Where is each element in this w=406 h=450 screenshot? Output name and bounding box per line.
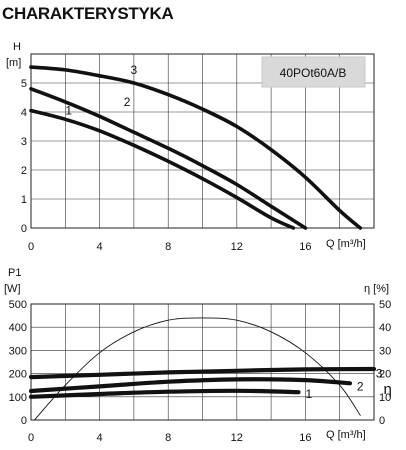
head-y-tick-label: 5	[21, 78, 27, 90]
model-legend-box	[261, 56, 366, 88]
power-series-curve-2	[28, 377, 353, 394]
power-x-tick-label: 4	[97, 432, 103, 444]
head-y-tick-label: 4	[21, 107, 27, 119]
power-y2-tick-label: 0	[379, 415, 385, 427]
power-curve-label: 1	[305, 387, 312, 401]
power-y-tick-label: 300	[9, 345, 27, 357]
head-x-tick-label: 4	[97, 241, 103, 253]
power-curve-label: η	[384, 381, 392, 398]
power-y2-tick-label: 10	[379, 392, 391, 404]
head-curve-label: 1	[65, 104, 72, 118]
power-efficiency-chart: 0 4 8 12 16 0 100 200 300 400 500 0 10 20 30 40 50 32 1 η …	[4, 267, 392, 444]
power-chart-series	[28, 317, 377, 421]
head-x-tick-label: 0	[28, 241, 34, 253]
head-y-tick-label: 3	[21, 136, 27, 148]
power-axis-unit: [W]	[4, 283, 21, 295]
power-y-tick-label: 0	[21, 415, 27, 427]
head-chart-curve-labels: 3 2 1	[65, 63, 137, 118]
efficiency-axis-label: η [%]	[364, 283, 389, 295]
power-y-tick-label: 400	[9, 322, 27, 334]
page-title: CHARAKTERYSTYKA	[2, 4, 174, 23]
head-series-curve-1	[29, 108, 296, 230]
head-axis-unit: [m]	[6, 57, 21, 69]
power-x-tick-label: 12	[231, 432, 243, 444]
head-series-curve-2	[29, 87, 308, 230]
power-chart-x-axis-label: Q [m³/h]	[326, 429, 366, 441]
head-chart-series	[29, 65, 363, 230]
power-y-tick-label: 100	[9, 392, 27, 404]
model-legend-text: 40POt60A/B	[280, 66, 347, 80]
power-y2-tick-label: 50	[379, 299, 391, 311]
head-chart-x-axis-label: Q [m³/h]	[326, 238, 366, 250]
head-axis-label: H	[13, 41, 21, 53]
head-x-tick-label: 12	[231, 241, 243, 253]
head-x-tick-label: 8	[165, 241, 171, 253]
head-x-tick-label: 16	[299, 241, 311, 253]
power-x-tick-label: 0	[28, 432, 34, 444]
power-curve-label: 3	[376, 367, 383, 381]
head-curve-label: 2	[124, 95, 131, 109]
head-y-tick-label: 2	[21, 165, 27, 177]
power-chart-curve-labels: 32 1 η	[305, 367, 391, 401]
power-x-tick-label: 16	[299, 432, 311, 444]
head-y-tick-label: 0	[21, 223, 27, 235]
power-chart-grid	[30, 303, 375, 421]
head-series-curve-3	[29, 65, 363, 230]
power-y-tick-label: 500	[9, 299, 27, 311]
head-y-tick-label: 1	[21, 194, 27, 206]
power-series-curve-eta	[33, 317, 361, 421]
power-x-tick-label: 8	[165, 432, 171, 444]
power-curve-label: 2	[357, 379, 364, 393]
power-y2-tick-label: 20	[379, 369, 391, 381]
head-curve-label: 3	[131, 63, 138, 77]
power-axis-label: P1	[8, 267, 21, 279]
power-series-curve-1	[28, 388, 301, 399]
power-y-tick-label: 200	[9, 369, 27, 381]
power-y2-tick-label: 30	[379, 345, 391, 357]
power-series-curve-3	[28, 366, 377, 380]
power-y2-tick-label: 40	[379, 322, 391, 334]
